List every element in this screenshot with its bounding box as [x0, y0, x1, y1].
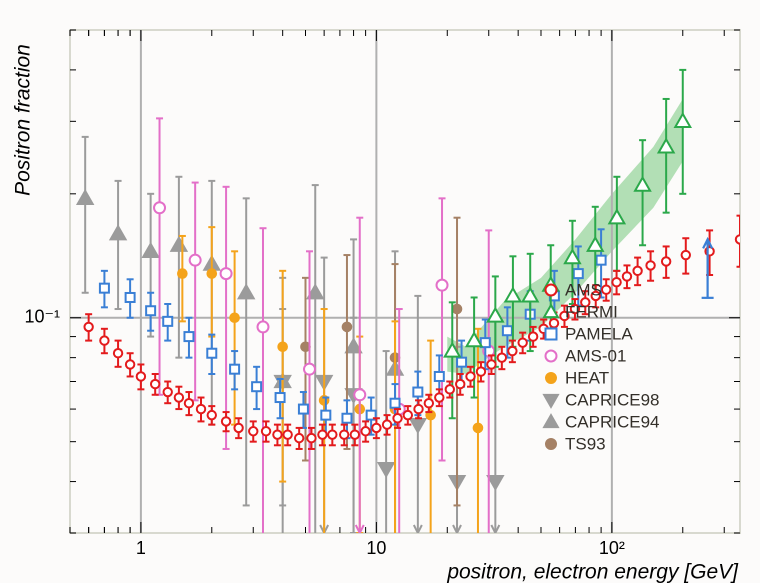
- svg-text:10²: 10²: [599, 538, 625, 558]
- y-axis-label: Positron fraction: [12, 44, 35, 196]
- chart-background: [0, 0, 760, 583]
- svg-text:10: 10: [366, 538, 386, 558]
- legend-item-TS93: TS93: [565, 434, 606, 453]
- legend-item-HEAT: HEAT: [565, 368, 609, 387]
- legend-item-FERMI: FERMI: [565, 302, 618, 321]
- svg-text:10⁻¹: 10⁻¹: [24, 306, 60, 326]
- legend-item-AMS01: AMS-01: [565, 346, 626, 365]
- svg-text:1: 1: [136, 538, 146, 558]
- legend-item-AMS: AMS: [565, 280, 602, 299]
- x-axis-label: positron, electron energy [GeV]: [446, 561, 739, 583]
- legend-item-CAPRICE98: CAPRICE98: [565, 390, 659, 409]
- legend-item-CAPRICE94: CAPRICE94: [565, 412, 659, 431]
- positron-fraction-chart: 1 10 10² positron, electron energy [GeV] 10⁻…: [0, 0, 760, 583]
- legend-item-PAMELA: PAMELA: [565, 324, 633, 343]
